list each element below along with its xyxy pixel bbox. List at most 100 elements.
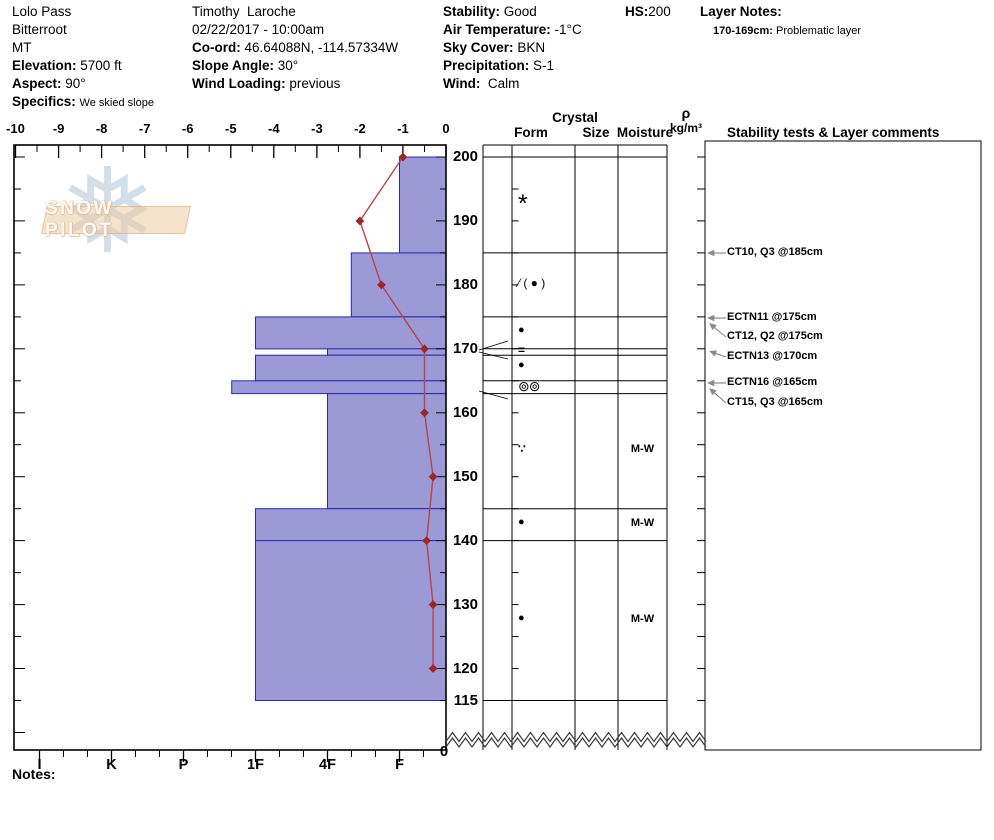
moisture-header: Moisture [616,125,674,140]
depth-axis-break-label: 0 [439,743,449,760]
depth-axis-label: 200 [452,148,478,165]
temp-axis-label: -5 [225,121,237,136]
temp-axis-label: -10 [6,121,25,136]
hardness-axis-label: 1F [247,757,264,773]
crystal-form-symbol: ● [518,611,525,624]
moisture-value: M-W [630,443,655,456]
specifics-label: Specifics: [12,94,76,109]
size-header: Size [582,125,610,140]
mountain-range: Bitterroot [12,22,67,37]
state: MT [12,40,32,55]
stability-value: Good [503,4,537,19]
hs-value: 200 [648,4,671,19]
wind-loading-line: Wind Loading: previous [192,75,398,93]
hardness-axis-label: I [37,757,42,773]
stability-test-annotation: ECTN11 @175cm [727,311,817,323]
rho-units-header: kg/m³ [669,121,702,135]
moisture-value: M-W [630,516,655,529]
stability-line: Stability: Good [443,3,582,21]
temp-axis-label: -6 [181,121,194,136]
crystal-form-symbol: = [518,343,526,357]
notes-label: Notes: [12,766,56,782]
temp-axis-label: -4 [268,121,280,136]
hardness-axis-label: F [395,757,404,773]
hardness-axis-label: 4F [319,757,336,773]
sky-cover-value: BKN [517,40,546,55]
layer-notes-header: Layer Notes: [700,4,782,19]
sky-cover-line: Sky Cover: BKN [443,39,582,57]
specifics-value: We skied slope [79,97,154,109]
temp-axis-label: -1 [397,121,409,136]
precip-value: S-1 [533,58,555,73]
crystal-form-symbol: ∵ [518,442,526,457]
depth-axis-label: 190 [452,211,478,229]
observation-datetime: 02/22/2017 - 10:00am [192,22,325,37]
crystal-form-symbol: ● [518,359,525,371]
header-location-block: Lolo Pass Bitterroot MT Elevation: 5700 … [12,3,154,111]
moisture-value: M-W [630,612,655,625]
depth-axis-label: 170 [452,339,478,357]
crystal-form-symbol: * [518,190,528,218]
elevation-line: Elevation: 5700 ft [12,57,154,75]
elevation-value: 5700 ft [80,58,122,73]
stability-test-annotation: CT12, Q2 @175cm [727,330,823,342]
coord-value: 46.64088N, -114.57334W [244,40,399,55]
crystal-form-symbol: ● [518,323,525,336]
depth-axis-label: 150 [452,467,478,485]
stability-test-annotation: ECTN13 @170cm [727,350,818,362]
temp-axis-label: -8 [95,121,108,136]
temp-axis-label: -9 [52,121,65,136]
depth-axis-label: 120 [452,659,478,677]
stability-test-annotation: ECTN16 @165cm [727,376,818,388]
header-conditions-block: Stability: Good Air Temperature: -1°C Sk… [443,3,582,93]
observer-name: Timothy Laroche [192,4,296,19]
temp-axis-label: -7 [138,121,151,136]
aspect-label: Aspect: [12,76,62,91]
rho-header: ρ [681,105,691,121]
air-temp-label: Air Temperature: [443,22,551,37]
stability-test-annotation: CT15, Q3 @165cm [727,396,823,408]
depth-axis-label: 130 [452,595,478,613]
crystal-form-symbol: ⊚⊚ [518,378,540,395]
stability-tests-header: Stability tests & Layer comments [727,125,940,140]
crystal-header: Crystal [552,110,598,125]
layer-note-text: Problematic layer [776,25,861,37]
depth-axis-label: 160 [452,403,478,421]
header-observer-block: Timothy Laroche 02/22/2017 - 10:00am Co-… [192,3,398,93]
aspect-value: 90° [65,76,86,91]
precip-label: Precipitation: [443,58,530,73]
wind-loading-value: previous [289,76,341,91]
wind-value: Calm [487,76,520,91]
depth-axis-label: 180 [452,275,478,293]
coord-line: Co-ord: 46.64088N, -114.57334W [192,39,398,57]
site-name: Lolo Pass [12,4,72,19]
elevation-label: Elevation: [12,58,77,73]
hs-line: HS:200 [625,3,671,21]
slope-angle-line: Slope Angle: 30° [192,57,398,75]
depth-axis-label: 140 [452,531,478,549]
temp-axis-label: -2 [354,121,366,136]
stability-test-annotation: CT10, Q3 @185cm [727,246,823,258]
wind-label: Wind: [443,76,481,91]
depth-axis-label: 115 [453,691,478,709]
crystal-form-symbol: ● [518,515,525,528]
wind-loading-label: Wind Loading: [192,76,286,91]
air-temp-value: -1°C [554,22,582,37]
sky-cover-label: Sky Cover: [443,40,514,55]
slope-angle-value: 30° [277,58,299,73]
stability-label: Stability: [443,4,501,19]
layer-note-range: 170-169cm: [713,25,773,37]
specifics-line: Specifics: We skied slope [12,93,154,111]
hardness-axis-label: K [106,757,117,773]
slope-angle-label: Slope Angle: [192,58,275,73]
form-header: Form [514,125,548,140]
aspect-line: Aspect: 90° [12,75,154,93]
temp-axis-label: -3 [311,121,323,136]
wind-line: Wind: Calm [443,75,582,93]
air-temp-line: Air Temperature: -1°C [443,21,582,39]
layer-note-item: 170-169cm: Problematic layer [713,24,861,38]
crystal-form-symbol: ⁄ ( ● ) [518,275,546,290]
precip-line: Precipitation: S-1 [443,57,582,75]
